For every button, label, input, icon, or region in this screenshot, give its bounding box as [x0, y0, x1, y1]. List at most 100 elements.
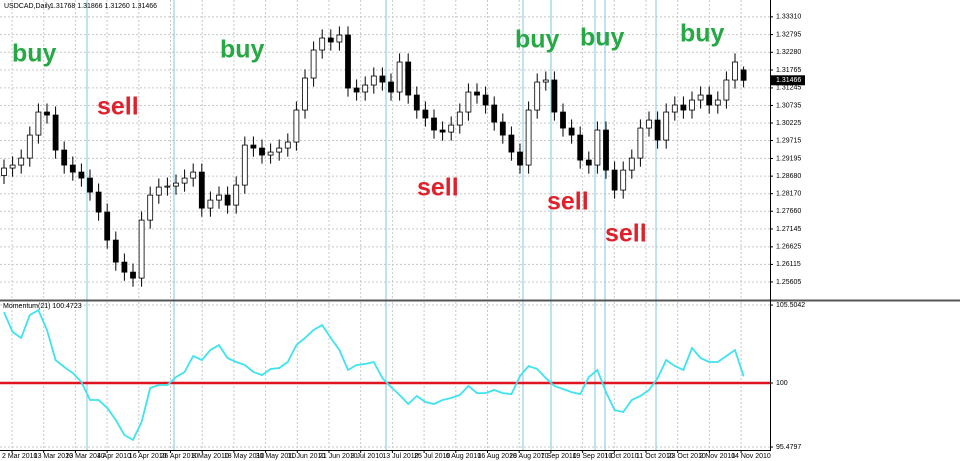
candle-body	[216, 194, 222, 201]
candle-body	[474, 91, 480, 96]
momentum-line	[3, 308, 745, 442]
candle-body	[714, 99, 721, 106]
y-tick-label: 1.30225	[776, 120, 801, 127]
y-tick-label: 1.32280	[776, 49, 801, 56]
annotation: sell	[605, 220, 647, 248]
signal-lines	[86, 0, 657, 450]
candle-body	[173, 182, 179, 187]
candle-body	[413, 94, 420, 111]
y-tick-label: 1.32795	[776, 31, 801, 38]
candle-body	[241, 144, 248, 186]
candle-body	[422, 109, 429, 119]
plot	[0, 26, 770, 442]
candle-body	[259, 147, 265, 156]
candle-body	[560, 111, 566, 129]
candle-body	[439, 129, 446, 133]
x-tick-label: 23 Mar 2010	[65, 453, 104, 460]
annotation: buy	[12, 40, 57, 68]
candle-body	[9, 164, 16, 169]
x-tick-label: 25 Jul 2010	[414, 453, 450, 460]
x-tick-label: 4 Apr 2010	[97, 453, 131, 460]
y-tick-label: 1.29715	[776, 137, 801, 144]
candle-body	[370, 75, 377, 86]
candle-body	[568, 127, 575, 136]
candle-body	[35, 111, 42, 136]
candle-body	[181, 177, 188, 184]
candle-body	[250, 144, 257, 149]
x-tick-label: 1 Oct 2010	[604, 453, 638, 460]
y-tick-label: 1.27145	[776, 226, 801, 233]
candle-body	[78, 171, 85, 179]
candle-body	[302, 77, 308, 111]
y-tick-label: 105.5042	[776, 302, 805, 309]
candle-body	[508, 134, 515, 153]
candle-body	[637, 127, 644, 159]
candle-body	[577, 134, 584, 161]
x-tick-label: 30 May 2010	[256, 453, 297, 460]
candle-body	[482, 94, 489, 106]
x-tick-label: 7 Sep 2010	[541, 453, 577, 460]
candle-body	[585, 159, 592, 166]
annotation: buy	[220, 36, 265, 64]
candle-body	[620, 169, 627, 191]
annotation: sell	[97, 93, 139, 121]
candle-body	[130, 271, 136, 279]
candle-body	[61, 149, 68, 166]
candle-body	[198, 171, 205, 209]
x-tick-label: 2 Nov 2010	[699, 453, 735, 460]
candle-body	[87, 177, 93, 193]
annotation: sell	[547, 188, 589, 216]
candle-body	[499, 121, 506, 136]
candle-body	[740, 69, 747, 81]
candle-body	[405, 61, 412, 96]
x-tick-label: 19 Sep 2010	[573, 453, 613, 460]
candle-body	[663, 111, 670, 141]
y-tick-label: 1.31765	[776, 67, 801, 74]
annotation: buy	[680, 20, 725, 48]
candle-body	[336, 34, 343, 43]
x-tick-label: 14 Nov 2010	[731, 453, 771, 460]
candle-body	[525, 109, 532, 166]
candle-body	[654, 119, 661, 141]
candle-body	[491, 104, 498, 123]
chart-subtitle: 1.31768 1.31866 1.31260 1.31466	[50, 3, 157, 10]
candle-body	[680, 104, 687, 111]
x-tick-label: 23 Oct 2010	[668, 453, 706, 460]
candle-body	[646, 119, 652, 129]
y-tick-label: 100	[776, 380, 788, 387]
last-price-box	[771, 75, 805, 86]
y-tick-label: 1.25605	[776, 279, 801, 286]
candle-body	[628, 157, 635, 171]
x-tick-label: 18 May 2010	[224, 453, 265, 460]
candle-body	[207, 199, 214, 209]
candle-body	[155, 186, 162, 196]
candle-body	[542, 79, 549, 83]
x-tick-label: 21 Jun 2010	[319, 453, 358, 460]
candle-body	[121, 261, 128, 273]
x-tick-label: 26 Apr 2010	[161, 453, 199, 460]
candle-body	[603, 129, 609, 171]
y-tick-label: 1.26625	[776, 244, 801, 251]
candle-body	[233, 184, 240, 206]
y-tick-label: 1.31245	[776, 85, 801, 92]
candle-body	[697, 94, 704, 101]
candle-body	[706, 94, 713, 106]
candle-body	[190, 171, 197, 179]
x-tick-label: 2 Mar 2010	[2, 453, 38, 460]
candle-body	[319, 37, 326, 51]
candle-body	[611, 169, 618, 191]
candle-body	[379, 75, 386, 83]
x-tick-label: 13 Jul 2010	[382, 453, 418, 460]
candle-body	[362, 84, 369, 93]
candle-body	[138, 219, 145, 279]
candle-body	[448, 124, 455, 133]
candle-body	[345, 34, 351, 89]
candle-body	[534, 81, 541, 111]
candle-body	[1, 167, 7, 176]
candle-body	[594, 129, 601, 166]
x-tick-label: 13 Mar 2010	[34, 453, 73, 460]
candle-body	[69, 164, 76, 173]
indicator-title: Momentum(21) 100.4723	[3, 303, 82, 310]
x-tick-label: 11 Jun 2010	[287, 453, 325, 460]
